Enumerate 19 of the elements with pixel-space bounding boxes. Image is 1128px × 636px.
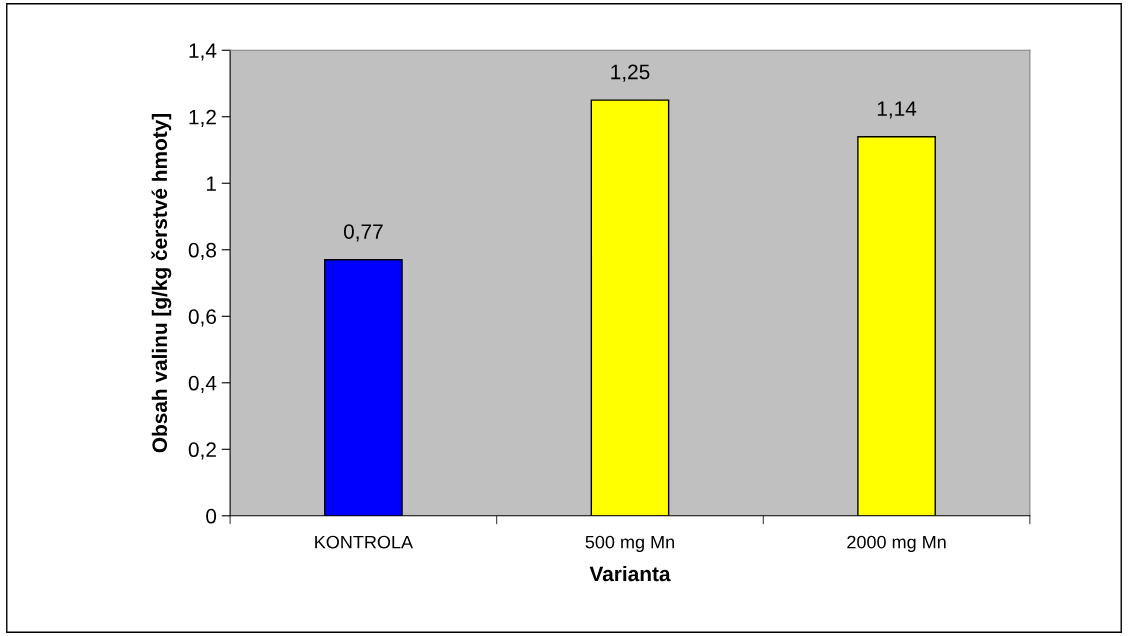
data-label: 0,77 bbox=[343, 224, 383, 242]
y-tick-label: 1,2 bbox=[189, 109, 216, 127]
x-tick-label: 2000 mg Mn bbox=[847, 535, 946, 553]
y-tick-label: 0,6 bbox=[188, 309, 216, 327]
data-label: 1,14 bbox=[877, 101, 917, 119]
x-axis-title: Varianta bbox=[589, 565, 671, 582]
y-axis-title: Obsah valinu [g/kg čerstvé hmoty] bbox=[151, 113, 172, 453]
x-tick-label: KONTROLA bbox=[315, 535, 414, 549]
y-tick-label: 0,8 bbox=[188, 242, 217, 260]
bar bbox=[590, 99, 670, 516]
x-tick-label: 500 mg Mn bbox=[585, 535, 674, 553]
bar bbox=[857, 136, 936, 516]
data-label: 1,25 bbox=[611, 64, 650, 82]
y-tick-label: 1,4 bbox=[189, 43, 217, 61]
bar bbox=[324, 259, 403, 516]
y-tick-label: 0 bbox=[206, 508, 217, 524]
y-tick-label: 1 bbox=[206, 176, 216, 191]
y-tick-label: 0,2 bbox=[188, 442, 216, 460]
y-tick-label: 0,4 bbox=[188, 375, 217, 393]
